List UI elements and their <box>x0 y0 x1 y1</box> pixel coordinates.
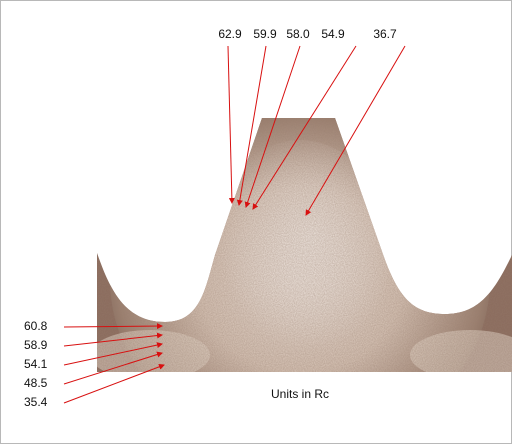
reading-label: 54.9 <box>321 27 345 41</box>
reading-label: 36.7 <box>373 27 397 41</box>
reading-label: 35.4 <box>24 395 48 409</box>
reading-label: 62.9 <box>218 27 242 41</box>
diagram: 62.9 59.9 58.0 54.9 36.7 60.8 58.9 54.1 … <box>0 0 512 444</box>
reading-label: 54.1 <box>24 357 48 371</box>
reading-label: 59.9 <box>253 27 277 41</box>
reading-label: 60.8 <box>24 319 48 333</box>
caption: Units in Rc <box>271 387 329 401</box>
reading-label: 48.5 <box>24 376 48 390</box>
reading-label: 58.9 <box>24 338 48 352</box>
reading-label: 58.0 <box>286 27 310 41</box>
